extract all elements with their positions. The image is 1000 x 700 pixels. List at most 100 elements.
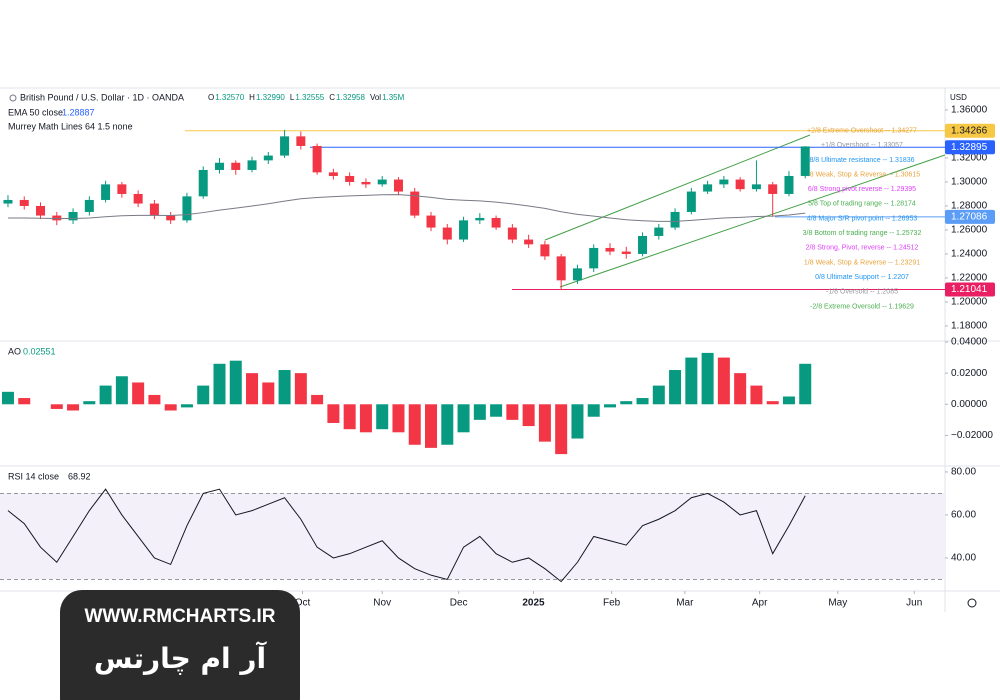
quote-key: C — [329, 93, 335, 102]
quote-value: 1.32555 — [295, 93, 324, 102]
y-tick-label: 1.24000 — [951, 249, 988, 260]
candle-body — [214, 162, 224, 170]
ao-bar — [180, 404, 193, 408]
collapse-icon[interactable] — [9, 94, 17, 102]
candle-body — [524, 239, 534, 245]
ao-bar — [50, 404, 63, 409]
candle-body — [345, 175, 355, 182]
murrey-label: 2/8 Strong, Pivot, reverse -- 1.24512 — [806, 245, 919, 252]
rsi-legend: RSI 14 close — [8, 471, 59, 481]
candle-body — [149, 203, 159, 216]
candle-body — [410, 191, 420, 216]
channel-upper — [544, 134, 811, 241]
y-tick-label: 40.00 — [951, 553, 976, 564]
candle-body — [280, 136, 290, 156]
y-tick-label: 1.28000 — [951, 201, 988, 212]
ao-bar — [67, 404, 80, 411]
candle-body — [36, 205, 46, 216]
candle-body — [784, 175, 794, 194]
candle-body — [182, 196, 192, 221]
ao-bar — [750, 385, 763, 405]
x-tick-label: Mar — [676, 598, 694, 609]
candle-body — [491, 217, 501, 228]
price-tag — [945, 123, 995, 138]
candle-body — [621, 251, 631, 254]
ao-bar — [213, 363, 226, 405]
ao-bar — [132, 382, 145, 405]
ao-bar — [425, 404, 438, 448]
murrey-label: +2/8 Extreme Overshoot -- 1.34277 — [807, 127, 917, 134]
murrey-label: 3/8 Bottom of trading range -- 1.25732 — [803, 230, 922, 237]
murrey-label: 6/8 Strong pivot reverse -- 1.29395 — [808, 186, 916, 193]
watermark-url: WWW.RMCHARTS.IR — [84, 606, 275, 627]
ao-bar — [18, 398, 31, 405]
ao-bar — [701, 352, 714, 405]
ao-legend: AO — [8, 346, 21, 356]
price-tag — [945, 282, 995, 297]
rsi-band — [0, 493, 945, 579]
candle-body — [166, 215, 176, 221]
ao-bar — [506, 404, 519, 420]
candle-body — [52, 215, 62, 221]
y-tick-label: 1.30000 — [951, 177, 988, 188]
y-tick-label: 1.26000 — [951, 225, 988, 236]
ao-bar — [197, 385, 210, 405]
candle-body — [198, 169, 208, 197]
x-tick-label: May — [828, 598, 847, 609]
ao-bar — [246, 373, 259, 405]
quote-key: O — [208, 93, 214, 102]
murrey-legend: Murrey Math Lines 64 1.5 none — [8, 121, 133, 131]
ao-bar — [359, 404, 372, 433]
ao-bar — [490, 404, 503, 417]
candle-body — [719, 179, 729, 185]
ao-bar — [278, 370, 291, 405]
candle-body — [19, 199, 29, 206]
candle-body — [703, 184, 713, 192]
price-tag — [945, 209, 995, 224]
murrey-label: 7/8 Weak, Stop & Reverse -- 1.30615 — [804, 171, 920, 178]
candle-body — [296, 136, 306, 146]
candle-body — [247, 160, 257, 170]
ao-bar — [392, 404, 405, 433]
candle-body — [426, 215, 436, 228]
ao-bar — [408, 404, 421, 445]
ao-bar — [636, 398, 649, 405]
ao-bar — [294, 373, 307, 405]
ao-bar — [99, 385, 112, 405]
price-tag — [945, 140, 995, 155]
currency: USD — [950, 93, 967, 102]
y-tick-label: 1.20000 — [951, 297, 988, 308]
candle-body — [556, 256, 566, 281]
ao-bar — [734, 373, 747, 405]
quote-value: 1.32958 — [336, 93, 365, 102]
y-tick-label: 1.36000 — [951, 105, 988, 116]
candle-body — [133, 193, 143, 204]
candle-body — [800, 146, 810, 176]
ao-bar — [311, 394, 324, 405]
candle-body — [589, 247, 599, 269]
ao-bar — [717, 357, 730, 405]
ao-bar — [115, 376, 128, 405]
ema-legend-value: 1.28887 — [62, 107, 95, 117]
candle-body — [68, 211, 78, 221]
candle-body — [686, 191, 696, 212]
candle-body — [638, 235, 648, 254]
murrey-label: 8/8 Ultimate resistance -- 1.31836 — [809, 157, 914, 164]
price-tag-label: 1.32895 — [951, 142, 988, 153]
y-tick-label: 1.18000 — [951, 321, 988, 332]
y-tick-label: 1.32000 — [951, 153, 988, 164]
rsi-legend-value: 68.92 — [68, 471, 91, 481]
settings-icon[interactable] — [967, 598, 977, 608]
candle-body — [751, 184, 761, 190]
quote-value: 1.32570 — [215, 93, 244, 102]
ao-bar — [473, 404, 486, 420]
ao-bar — [782, 396, 795, 405]
candle-body — [605, 247, 615, 252]
plot: 1.36000 1.32000 1.30000 1.28000 1.26000 1.240… — [0, 105, 995, 609]
candle-body — [328, 172, 338, 176]
ao-bar — [229, 360, 242, 405]
y-tick-label: 1.22000 — [951, 273, 988, 284]
candle-body — [735, 179, 745, 190]
candle-body — [312, 145, 322, 173]
